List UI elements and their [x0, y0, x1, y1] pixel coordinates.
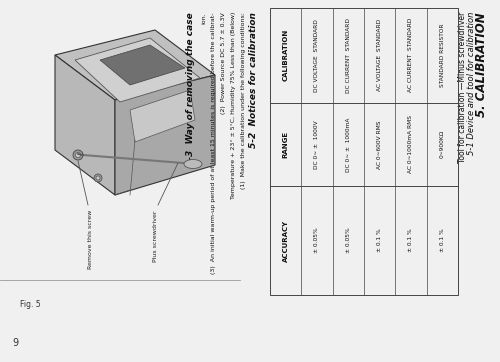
- Polygon shape: [55, 30, 215, 100]
- Text: ± 0.05%: ± 0.05%: [314, 228, 320, 253]
- Text: 5-1 Device and tool for calibration: 5-1 Device and tool for calibration: [467, 12, 476, 155]
- Text: 9: 9: [12, 338, 18, 348]
- Text: ± 0.1 %: ± 0.1 %: [377, 228, 382, 252]
- Text: Temperature + 23° ± 5°C, Humidity 75% Less than (Below): Temperature + 23° ± 5°C, Humidity 75% Le…: [231, 12, 236, 199]
- Polygon shape: [55, 55, 115, 195]
- Polygon shape: [115, 75, 215, 195]
- Text: Remove this screw: Remove this screw: [88, 210, 93, 269]
- Text: (1)  Make the calibration under the following conditions:: (1) Make the calibration under the follo…: [241, 12, 246, 189]
- Text: ACCURACY: ACCURACY: [282, 219, 288, 261]
- Polygon shape: [100, 45, 185, 85]
- Text: (3)  An initial warm-up period of at least 15 minutes is required before the cal: (3) An initial warm-up period of at leas…: [211, 12, 216, 274]
- Text: ion.: ion.: [201, 12, 206, 24]
- Ellipse shape: [184, 160, 202, 168]
- Text: AC VOLTAGE  STANDARD: AC VOLTAGE STANDARD: [377, 19, 382, 92]
- Text: AC 0∼1000mA RMS: AC 0∼1000mA RMS: [408, 115, 414, 173]
- Text: CALIBRATION: CALIBRATION: [282, 29, 288, 81]
- Text: 0∼900KΩ: 0∼900KΩ: [440, 130, 445, 159]
- Text: RANGE: RANGE: [282, 131, 288, 158]
- Polygon shape: [130, 90, 195, 142]
- Text: AC 0∼600V RMS: AC 0∼600V RMS: [377, 120, 382, 169]
- Text: DC CURRENT  STANDARD: DC CURRENT STANDARD: [346, 18, 351, 93]
- Text: 5. CALIBRATION: 5. CALIBRATION: [475, 12, 488, 117]
- Text: 5-2  Notices for calibration: 5-2 Notices for calibration: [249, 12, 258, 148]
- Text: DC VOLTAGE  STANDARD: DC VOLTAGE STANDARD: [314, 19, 320, 92]
- Text: Tool for calibration —Minus screwdriver: Tool for calibration —Minus screwdriver: [458, 12, 467, 163]
- Circle shape: [96, 176, 100, 180]
- Text: ± 0.1 %: ± 0.1 %: [440, 228, 445, 252]
- Polygon shape: [75, 38, 200, 102]
- Text: DC 0∼ ±  1000V: DC 0∼ ± 1000V: [314, 120, 320, 169]
- Text: Plus screwdriver: Plus screwdriver: [153, 210, 158, 261]
- Text: DC 0∼ ±  1000mA: DC 0∼ ± 1000mA: [346, 117, 351, 172]
- Text: 5-3  Way of removing the case: 5-3 Way of removing the case: [186, 12, 195, 166]
- Text: ± 0.05%: ± 0.05%: [346, 228, 351, 253]
- Text: ± 0.1 %: ± 0.1 %: [408, 228, 414, 252]
- Circle shape: [94, 174, 102, 182]
- Text: (2)  Power Source DC 5.7 ± 0.3V: (2) Power Source DC 5.7 ± 0.3V: [221, 12, 226, 114]
- Circle shape: [73, 150, 83, 160]
- Circle shape: [76, 152, 80, 157]
- Bar: [270, 8, 458, 295]
- Text: Fig. 5: Fig. 5: [20, 300, 40, 309]
- Text: AC CURRENT  STANDARD: AC CURRENT STANDARD: [408, 18, 414, 92]
- Text: STANDARD RESISTOR: STANDARD RESISTOR: [440, 24, 445, 87]
